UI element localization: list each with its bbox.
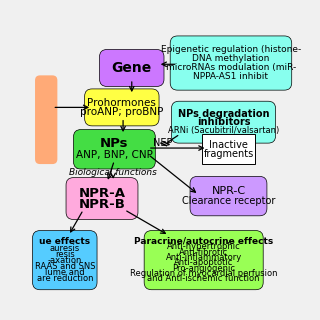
Text: ANP, BNP, CNP: ANP, BNP, CNP	[76, 150, 153, 160]
FancyBboxPatch shape	[203, 134, 254, 164]
Text: Anti-fibrotic: Anti-fibrotic	[179, 248, 228, 257]
Text: Anti-apoptotic: Anti-apoptotic	[174, 258, 233, 267]
Text: proANP; proBNP: proANP; proBNP	[80, 107, 164, 117]
Text: and Anti-ischemic function: and Anti-ischemic function	[148, 274, 260, 284]
FancyBboxPatch shape	[190, 176, 267, 216]
Text: Inactive: Inactive	[209, 140, 248, 150]
Text: NPPA-AS1 inhibit: NPPA-AS1 inhibit	[194, 72, 268, 81]
Text: NPs: NPs	[100, 137, 129, 150]
FancyBboxPatch shape	[35, 75, 57, 164]
Text: DNA methylation: DNA methylation	[192, 54, 270, 63]
FancyBboxPatch shape	[74, 130, 155, 169]
Text: Prohormones: Prohormones	[87, 98, 156, 108]
Text: are reduction: are reduction	[36, 274, 93, 283]
FancyBboxPatch shape	[170, 36, 292, 90]
Text: RAAS and SNS: RAAS and SNS	[35, 262, 95, 271]
Text: microRNAs modulation (miR-: microRNAs modulation (miR-	[166, 63, 296, 72]
Text: Clearance receptor: Clearance receptor	[182, 196, 275, 206]
Text: ARNi (Sacubitril/valsartan): ARNi (Sacubitril/valsartan)	[168, 126, 279, 135]
FancyBboxPatch shape	[85, 89, 159, 126]
Text: inhibitors: inhibitors	[197, 117, 250, 127]
Text: Pro-angiogenic: Pro-angiogenic	[172, 264, 235, 273]
Text: lume and: lume and	[45, 268, 84, 277]
Text: Biological functions: Biological functions	[69, 168, 157, 177]
Text: ue effects: ue effects	[39, 237, 90, 246]
FancyBboxPatch shape	[172, 101, 276, 143]
Text: auresis: auresis	[50, 244, 80, 252]
FancyBboxPatch shape	[144, 231, 263, 290]
Text: NPR-B: NPR-B	[79, 198, 125, 211]
Text: NPR-C: NPR-C	[212, 186, 245, 196]
FancyBboxPatch shape	[33, 231, 97, 290]
Text: -axation: -axation	[48, 256, 82, 265]
Text: Epigenetic regulation (histone-: Epigenetic regulation (histone-	[161, 45, 301, 54]
Text: Regulation of myocardial perfusion: Regulation of myocardial perfusion	[130, 269, 277, 278]
Text: Paracrine/autocrine effects: Paracrine/autocrine effects	[134, 237, 273, 246]
Text: NPs degradation: NPs degradation	[178, 109, 269, 119]
FancyBboxPatch shape	[66, 178, 138, 220]
Text: resis: resis	[55, 250, 75, 259]
Text: NPR-A: NPR-A	[78, 187, 125, 199]
Text: Gene: Gene	[112, 61, 152, 75]
Text: fragments: fragments	[203, 148, 254, 159]
Text: Anti-hypertrophic: Anti-hypertrophic	[167, 242, 241, 251]
FancyBboxPatch shape	[100, 50, 164, 86]
Text: NEP: NEP	[153, 138, 172, 148]
Text: Anti-inflammatory: Anti-inflammatory	[165, 253, 242, 262]
